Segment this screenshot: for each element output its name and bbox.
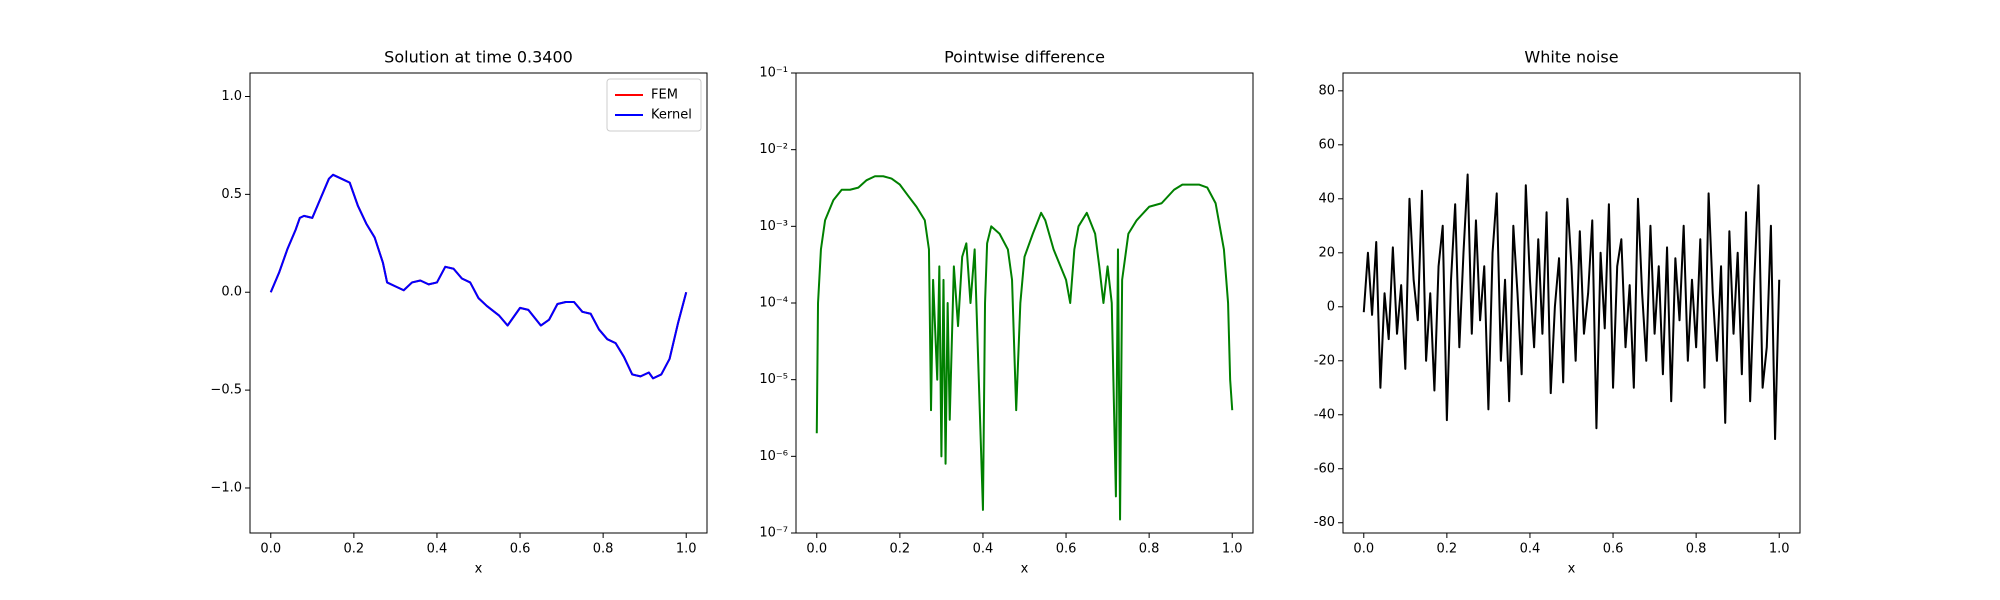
- y-tick-label: 10⁻⁷: [759, 526, 788, 541]
- x-tick-label: 1.0: [1222, 542, 1243, 557]
- x-tick-label: 1.0: [1769, 542, 1790, 557]
- y-tick-label: 10⁻²: [759, 142, 788, 157]
- y-tick-label: −1.0: [210, 480, 242, 495]
- x-tick-label: 0.2: [344, 542, 365, 557]
- x-tick-label: 0.8: [593, 542, 614, 557]
- data-line: [269, 173, 688, 380]
- chart-title: Solution at time 0.3400: [384, 48, 573, 67]
- chart-title: Pointwise difference: [944, 48, 1105, 67]
- y-tick-label: 10⁻⁴: [759, 296, 788, 311]
- x-tick-label: 0.2: [890, 542, 911, 557]
- x-tick-label: 0.6: [1603, 542, 1624, 557]
- y-tick-label: 0: [1327, 299, 1335, 314]
- y-tick-label: 20: [1318, 245, 1335, 260]
- y-tick-label: 0.0: [221, 285, 242, 300]
- x-tick-label: 0.6: [510, 542, 531, 557]
- y-tick-label: -80: [1314, 515, 1335, 530]
- y-tick-label: 80: [1318, 83, 1335, 98]
- y-tick-label: 40: [1318, 191, 1335, 206]
- x-tick-label: 0.0: [1353, 542, 1374, 557]
- x-axis-label: x: [1021, 562, 1029, 577]
- x-tick-label: 0.2: [1437, 542, 1458, 557]
- y-tick-label: 10⁻⁵: [759, 372, 788, 387]
- legend-box: [606, 78, 702, 132]
- y-tick-label: 10⁻³: [759, 219, 788, 234]
- y-tick-label: −0.5: [210, 383, 242, 398]
- data-line: [1362, 173, 1781, 441]
- x-tick-label: 0.8: [1139, 542, 1160, 557]
- x-tick-label: 0.4: [427, 542, 448, 557]
- x-axis-label: x: [475, 562, 483, 577]
- y-tick-label: -40: [1314, 407, 1335, 422]
- y-tick-label: -60: [1314, 461, 1335, 476]
- axes-frame: [249, 72, 708, 534]
- x-tick-label: 0.0: [806, 542, 827, 557]
- data-line: [269, 173, 688, 380]
- chart-title: White noise: [1524, 48, 1618, 67]
- x-tick-label: 0.0: [260, 542, 281, 557]
- data-line: [815, 175, 1234, 521]
- y-tick-label: -20: [1314, 353, 1335, 368]
- x-tick-label: 0.4: [1520, 542, 1541, 557]
- x-tick-label: 0.8: [1686, 542, 1707, 557]
- y-tick-label: 10⁻¹: [759, 66, 788, 81]
- x-tick-label: 1.0: [676, 542, 697, 557]
- y-tick-label: 1.0: [221, 89, 242, 104]
- legend-label: FEM: [651, 88, 678, 103]
- y-tick-label: 0.5: [221, 187, 242, 202]
- x-tick-label: 0.4: [973, 542, 994, 557]
- x-axis-label: x: [1568, 562, 1576, 577]
- y-tick-label: 10⁻⁶: [759, 449, 788, 464]
- x-tick-label: 0.6: [1056, 542, 1077, 557]
- y-tick-label: 60: [1318, 137, 1335, 152]
- axes-frame: [795, 72, 1254, 534]
- legend-label: Kernel: [651, 108, 692, 123]
- axes-frame: [1342, 72, 1801, 534]
